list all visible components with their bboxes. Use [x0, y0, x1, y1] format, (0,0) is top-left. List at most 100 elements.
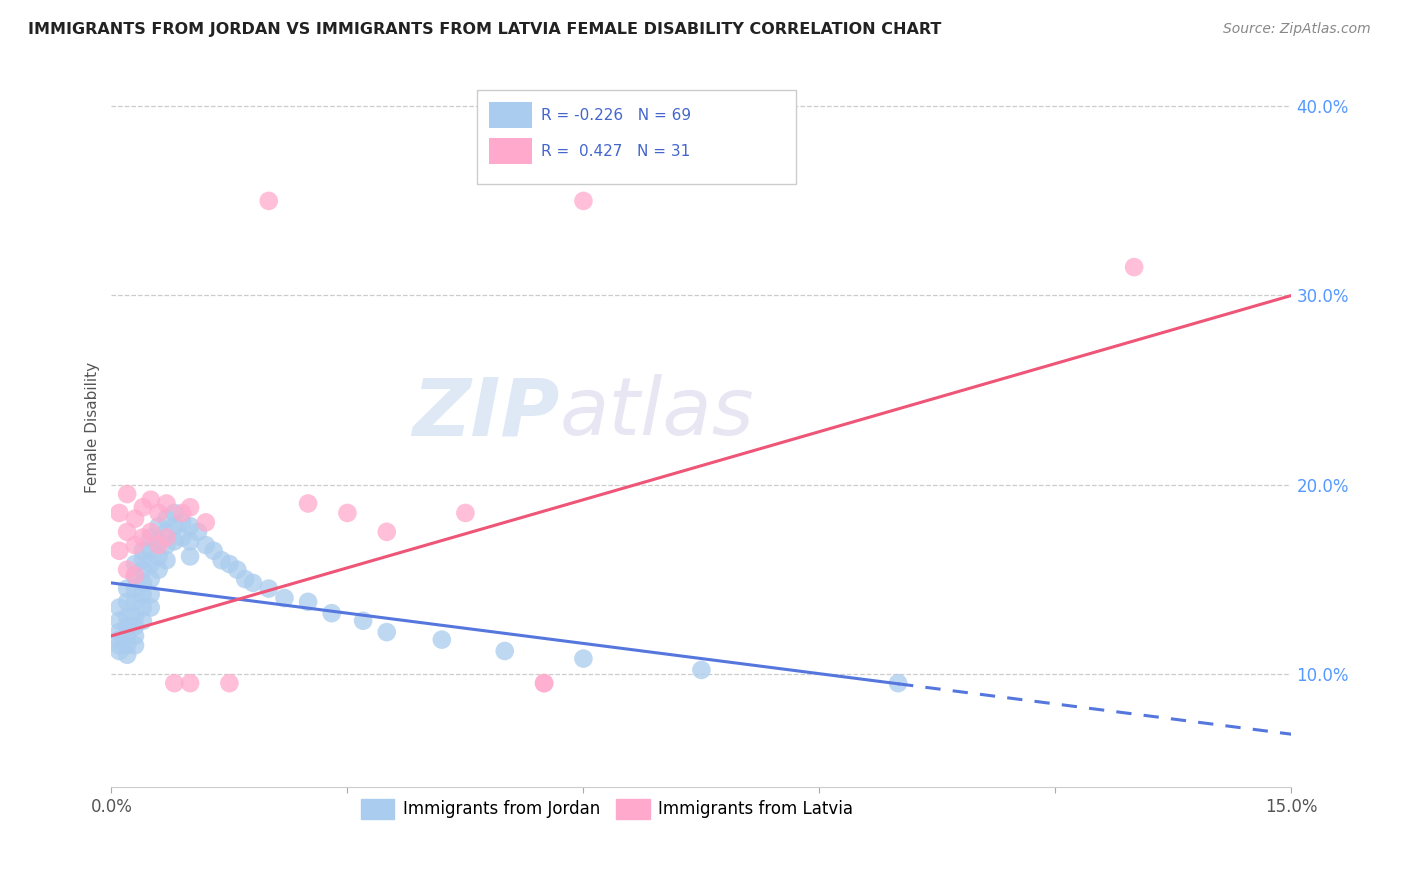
Point — [115, 629, 138, 643]
Point — [233, 572, 256, 586]
Point — [124, 610, 146, 624]
Point — [124, 557, 146, 571]
Point — [108, 543, 131, 558]
Point — [430, 632, 453, 647]
Point — [108, 614, 131, 628]
FancyBboxPatch shape — [477, 90, 796, 184]
Point — [297, 595, 319, 609]
Point — [352, 614, 374, 628]
Point — [124, 638, 146, 652]
Point — [139, 492, 162, 507]
Point — [273, 591, 295, 605]
Legend: Immigrants from Jordan, Immigrants from Latvia: Immigrants from Jordan, Immigrants from … — [354, 792, 860, 826]
Point — [533, 676, 555, 690]
Point — [155, 496, 177, 510]
Point — [194, 538, 217, 552]
Point — [115, 582, 138, 596]
Point — [124, 582, 146, 596]
Point — [572, 651, 595, 665]
Point — [148, 519, 170, 533]
Point — [179, 549, 201, 564]
Point — [155, 511, 177, 525]
Point — [139, 531, 162, 545]
Point — [124, 511, 146, 525]
Point — [124, 568, 146, 582]
Point — [108, 600, 131, 615]
Point — [202, 543, 225, 558]
Point — [139, 587, 162, 601]
FancyBboxPatch shape — [489, 103, 531, 128]
Point — [336, 506, 359, 520]
Point — [690, 663, 713, 677]
Point — [572, 194, 595, 208]
Point — [179, 519, 201, 533]
Point — [115, 563, 138, 577]
Point — [297, 496, 319, 510]
Point — [115, 619, 138, 633]
Point — [139, 600, 162, 615]
Point — [108, 632, 131, 647]
Point — [887, 676, 910, 690]
Point — [132, 563, 155, 577]
Point — [124, 595, 146, 609]
Point — [108, 625, 131, 640]
Point — [242, 575, 264, 590]
Point — [155, 531, 177, 545]
Point — [132, 531, 155, 545]
Point — [375, 524, 398, 539]
Point — [148, 563, 170, 577]
FancyBboxPatch shape — [489, 138, 531, 164]
Point — [179, 500, 201, 515]
Point — [533, 676, 555, 690]
Point — [163, 506, 186, 520]
Point — [218, 676, 240, 690]
Point — [226, 563, 249, 577]
Text: IMMIGRANTS FROM JORDAN VS IMMIGRANTS FROM LATVIA FEMALE DISABILITY CORRELATION C: IMMIGRANTS FROM JORDAN VS IMMIGRANTS FRO… — [28, 22, 942, 37]
Point — [115, 638, 138, 652]
Text: ZIP: ZIP — [412, 375, 560, 452]
Point — [155, 538, 177, 552]
Point — [132, 587, 155, 601]
Y-axis label: Female Disability: Female Disability — [86, 362, 100, 493]
Point — [155, 524, 177, 539]
Point — [115, 595, 138, 609]
Point — [179, 676, 201, 690]
Point — [139, 557, 162, 571]
Point — [375, 625, 398, 640]
Point — [108, 638, 131, 652]
Point — [179, 534, 201, 549]
Point — [124, 619, 146, 633]
Point — [124, 538, 146, 552]
Point — [172, 506, 194, 520]
Point — [211, 553, 233, 567]
Point — [124, 629, 146, 643]
Point — [115, 524, 138, 539]
Point — [321, 606, 343, 620]
Point — [148, 549, 170, 564]
Point — [155, 553, 177, 567]
Point — [148, 534, 170, 549]
Point — [172, 516, 194, 530]
Point — [115, 487, 138, 501]
Point — [132, 500, 155, 515]
Point — [454, 506, 477, 520]
Text: Source: ZipAtlas.com: Source: ZipAtlas.com — [1223, 22, 1371, 37]
Point — [163, 676, 186, 690]
Point — [115, 610, 138, 624]
Point — [115, 648, 138, 662]
Point — [108, 506, 131, 520]
Point — [108, 644, 131, 658]
Point — [148, 506, 170, 520]
Point — [163, 534, 186, 549]
Point — [132, 614, 155, 628]
Point — [132, 575, 155, 590]
Point — [163, 519, 186, 533]
Point — [172, 531, 194, 545]
Point — [139, 543, 162, 558]
Point — [148, 538, 170, 552]
Point — [139, 524, 162, 539]
Point — [132, 553, 155, 567]
Text: R = -0.226   N = 69: R = -0.226 N = 69 — [541, 108, 692, 123]
Text: atlas: atlas — [560, 375, 755, 452]
Point — [132, 543, 155, 558]
